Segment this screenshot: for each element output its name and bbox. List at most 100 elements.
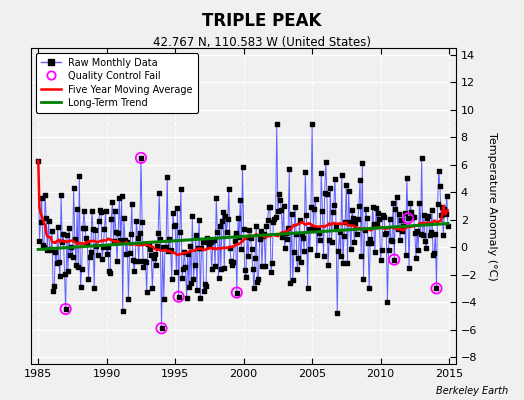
Point — [225, 186, 233, 192]
Point — [231, 238, 239, 244]
Point — [89, 226, 97, 232]
Point — [402, 174, 411, 181]
Point — [334, 248, 343, 254]
Point — [241, 267, 249, 274]
Point — [290, 249, 298, 255]
Point — [226, 245, 234, 252]
Point — [274, 208, 282, 215]
Point — [333, 310, 342, 316]
Point — [271, 214, 280, 220]
Text: 42.767 N, 110.583 W (United States): 42.767 N, 110.583 W (United States) — [153, 36, 371, 49]
Point — [292, 231, 300, 238]
Point — [422, 244, 430, 251]
Point — [309, 226, 318, 232]
Point — [60, 271, 69, 278]
Point — [432, 285, 441, 292]
Point — [41, 192, 49, 199]
Point — [427, 229, 435, 235]
Point — [253, 278, 261, 285]
Point — [154, 230, 162, 236]
Point — [282, 230, 290, 236]
Point — [298, 231, 306, 237]
Point — [396, 236, 404, 243]
Point — [151, 262, 160, 269]
Point — [296, 217, 304, 224]
Point — [130, 267, 138, 274]
Point — [139, 264, 147, 271]
Point — [321, 190, 329, 196]
Point — [335, 228, 344, 235]
Point — [153, 243, 161, 250]
Point — [289, 277, 297, 283]
Point — [232, 230, 240, 236]
Point — [110, 238, 118, 244]
Point — [160, 296, 168, 302]
Point — [72, 262, 80, 268]
Point — [125, 250, 134, 256]
Point — [136, 230, 144, 236]
Point — [86, 248, 95, 255]
Point — [280, 245, 289, 252]
Point — [115, 195, 124, 201]
Point — [137, 155, 145, 161]
Point — [344, 188, 353, 194]
Point — [377, 247, 386, 254]
Point — [314, 227, 322, 233]
Point — [112, 229, 120, 235]
Point — [49, 288, 57, 294]
Point — [284, 224, 292, 231]
Point — [418, 155, 426, 161]
Point — [227, 258, 235, 264]
Point — [382, 230, 390, 236]
Point — [329, 209, 337, 216]
Point — [293, 266, 301, 272]
Point — [328, 238, 336, 245]
Point — [77, 283, 85, 290]
Point — [302, 212, 311, 218]
Point — [84, 276, 93, 283]
Point — [45, 218, 53, 224]
Point — [245, 226, 254, 233]
Point — [374, 210, 383, 216]
Point — [143, 288, 151, 295]
Point — [229, 259, 237, 266]
Point — [116, 237, 125, 244]
Point — [409, 213, 418, 220]
Point — [401, 252, 410, 258]
Point — [209, 237, 217, 243]
Point — [57, 192, 66, 198]
Point — [433, 200, 442, 207]
Point — [56, 273, 64, 280]
Point — [90, 285, 99, 291]
Point — [176, 229, 184, 235]
Point — [102, 208, 110, 214]
Text: TRIPLE PEAK: TRIPLE PEAK — [202, 12, 322, 30]
Point — [399, 223, 408, 229]
Point — [221, 213, 230, 219]
Point — [233, 289, 241, 296]
Point — [400, 210, 409, 216]
Point — [131, 257, 139, 264]
Point — [324, 262, 332, 268]
Point — [389, 200, 397, 206]
Point — [408, 214, 417, 220]
Point — [242, 274, 250, 280]
Legend: Raw Monthly Data, Quality Control Fail, Five Year Moving Average, Long-Term Tren: Raw Monthly Data, Quality Control Fail, … — [36, 53, 198, 113]
Point — [85, 254, 94, 260]
Point — [268, 260, 276, 266]
Point — [61, 306, 70, 312]
Point — [82, 235, 91, 241]
Point — [323, 191, 331, 198]
Point — [224, 216, 232, 222]
Point — [100, 226, 108, 232]
Point — [40, 243, 48, 250]
Point — [212, 194, 221, 201]
Point — [194, 245, 202, 252]
Point — [178, 275, 186, 282]
Point — [395, 211, 403, 217]
Point — [387, 237, 395, 244]
Point — [71, 236, 79, 242]
Point — [278, 234, 287, 240]
Point — [269, 219, 278, 225]
Point — [412, 254, 420, 261]
